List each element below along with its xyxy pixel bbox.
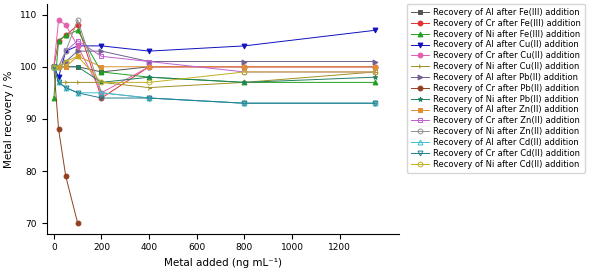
X-axis label: Metal added (ng mL⁻¹): Metal added (ng mL⁻¹) [164, 258, 282, 268]
Y-axis label: Metal recovery / %: Metal recovery / % [4, 70, 14, 168]
Legend: Recovery of Al after Fe(III) addition, Recovery of Cr after Fe(III) addition, Re: Recovery of Al after Fe(III) addition, R… [407, 4, 585, 173]
